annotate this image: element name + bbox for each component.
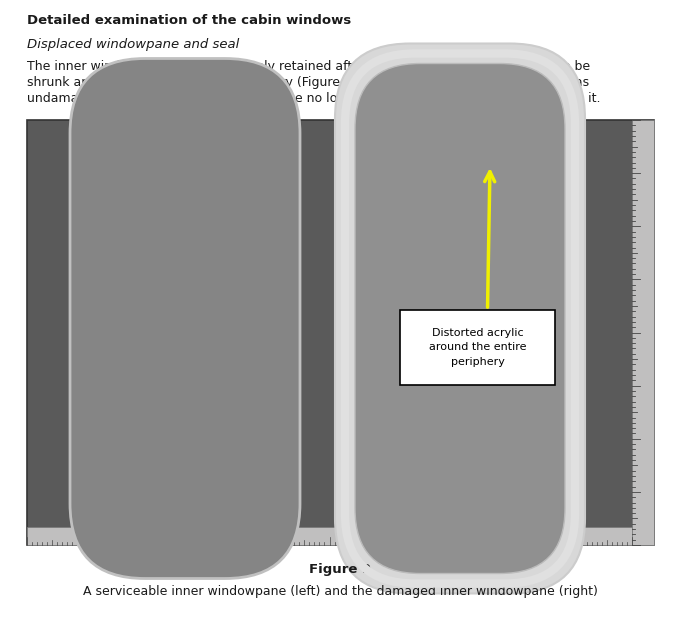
Bar — [400, 310, 555, 385]
Bar — [27, 527, 632, 545]
Text: Distorted acrylic
around the entire
periphery: Distorted acrylic around the entire peri… — [429, 328, 526, 368]
Text: undamaged, but the deformed windowpane no longer formed an effective interface w: undamaged, but the deformed windowpane n… — [27, 92, 601, 105]
Text: Detailed examination of the cabin windows: Detailed examination of the cabin window… — [27, 14, 351, 27]
FancyBboxPatch shape — [355, 63, 565, 573]
Text: shrunk and deformed around its periphery (Figure 9).  The corresponding rubber s: shrunk and deformed around its periphery… — [27, 76, 589, 89]
Text: A serviceable inner windowpane (left) and the damaged inner windowpane (right): A serviceable inner windowpane (left) an… — [82, 585, 597, 598]
Bar — [632, 120, 654, 545]
Text: Displaced windowpane and seal: Displaced windowpane and seal — [27, 38, 239, 51]
Text: The inner windowpane that was loosely retained after the aircraft landed was fou: The inner windowpane that was loosely re… — [27, 60, 590, 73]
FancyBboxPatch shape — [335, 44, 585, 593]
Bar — [27, 120, 654, 545]
FancyBboxPatch shape — [70, 58, 300, 578]
Text: Figure 9: Figure 9 — [309, 563, 371, 576]
